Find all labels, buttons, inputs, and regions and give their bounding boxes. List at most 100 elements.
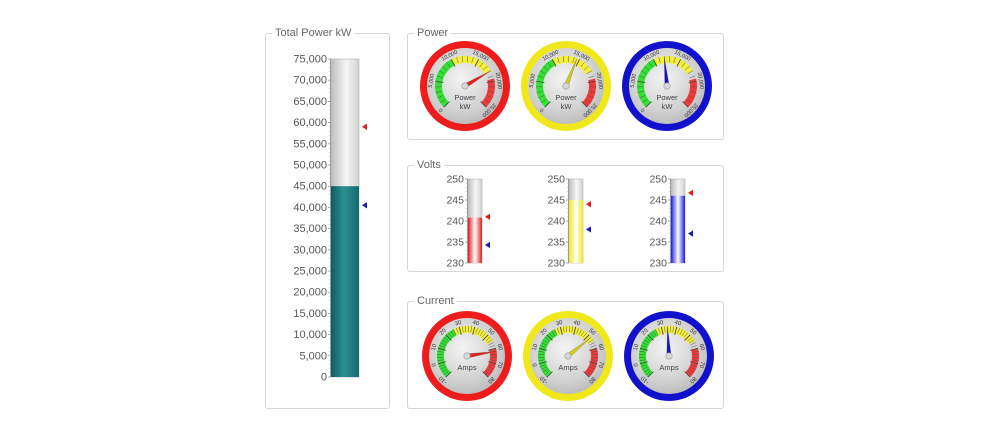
current-gauge-1-minor-tick	[489, 345, 496, 348]
volts-gauge-3-tick-label: 235	[649, 237, 667, 249]
current-gauge-3-minor-tick	[691, 345, 698, 348]
power-gauge-1-major-tick	[474, 59, 480, 67]
current-gauge-1-minor-tick	[456, 327, 459, 334]
power-gauge-3-caption: kW	[662, 102, 674, 111]
power-gauge-2-minor-tick	[583, 65, 589, 71]
power-gauge-1-minor-tick	[467, 56, 469, 63]
current-gauge-3-major-tick	[684, 371, 691, 378]
power-gauge-2-minor-tick	[587, 95, 594, 99]
power-gauge-1-minor-tick	[440, 99, 446, 104]
current-gauge-3-minor-tick	[689, 339, 695, 344]
current-gauge-1-tick-label: 0	[431, 362, 438, 367]
current-gauge-2-minor-tick	[538, 351, 545, 353]
current-gauge-3-minor-tick	[690, 342, 696, 346]
current-gauge-1-tick-label: 40	[472, 320, 480, 327]
power-gauge-2-tick-label: 20,000	[595, 72, 604, 90]
current-gauge-3-minor-tick	[645, 370, 651, 376]
power-gauge-2-minor-tick	[543, 65, 549, 71]
current-gauge-2-hub	[564, 352, 572, 360]
current-gauge-1-minor-tick	[447, 332, 453, 338]
volts-gauge-3-fill	[671, 195, 685, 263]
volts-gauge-3-tick-label: 240	[649, 216, 667, 228]
current-gauge-2-minor-tick	[538, 359, 545, 361]
total-power-gauge-tick-label: 75,000	[293, 54, 327, 66]
current-gauge-3-major-tick	[647, 334, 654, 341]
current-gauge-2-minor-tick	[542, 339, 548, 344]
power-gauge-1-minor-tick	[442, 65, 448, 71]
current-gauge-3-minor-tick	[679, 329, 683, 335]
current-gauge-1-major-tick	[488, 361, 497, 365]
current-gauge-1-tick-label: 80	[486, 375, 495, 384]
current-gauge-1-minor-tick	[488, 366, 494, 370]
current-gauge-3-minor-tick	[643, 368, 649, 373]
current-gauge-3-major-tick	[647, 371, 654, 378]
current-gauge-1-minor-tick	[441, 368, 447, 373]
current-gauge-3-minor-tick	[664, 326, 666, 333]
volts-gauge-3-marker-0	[688, 189, 693, 197]
current-gauge-3-minor-tick	[643, 339, 649, 344]
power-gauge-2-major-tick	[544, 101, 551, 108]
power-gauge-3-minor-tick	[669, 56, 671, 63]
current-gauge-2-minor-tick	[544, 336, 550, 342]
power-gauge-3-minor-tick	[639, 95, 646, 99]
power-gauge-3-tick-label: 0	[640, 106, 646, 112]
current-gauge-3-major-tick	[690, 361, 699, 365]
total-power-gauge-tick-label: 25,000	[293, 266, 327, 278]
volts-gauge-3: 250 245 240 235 230	[649, 174, 693, 270]
current-gauge-2-tick-label: -10	[539, 375, 549, 385]
current-gauge-3-hub	[665, 352, 673, 360]
power-gauge-1-minor-tick	[446, 62, 451, 68]
volts-gauge-2-marker-1	[586, 226, 591, 233]
total-power-gauge-tick-label: 10,000	[293, 329, 327, 341]
volts-gauge-3-marker-1	[688, 230, 693, 237]
current-gauge-1-major-tick	[437, 347, 446, 351]
power-gauge-2-minor-tick	[540, 70, 546, 74]
volts-gauge-2: 250 245 240 235 230	[547, 174, 591, 270]
power-gauge-1-minor-tick	[439, 70, 445, 74]
power-panel: Power	[407, 26, 724, 140]
current-gauge-3-minor-tick	[645, 336, 651, 342]
total-power-gauge-tick-label: 70,000	[293, 75, 327, 87]
power-gauge-3-minor-tick	[673, 57, 676, 64]
current-gauge-2-tick-label: 60	[597, 343, 604, 351]
power-gauge-2-major-tick	[587, 80, 596, 84]
current-gauge-2-minor-tick	[554, 329, 558, 335]
current-gauge-2-minor-tick	[551, 330, 556, 336]
current-gauge-1-minor-tick	[479, 330, 484, 336]
power-gauge-1-hub	[461, 82, 469, 90]
current-gauge-2-minor-tick	[542, 368, 548, 373]
current-gauge-2-tick-label: 30	[555, 320, 563, 327]
current-gauge-3-tick-label: 70	[698, 361, 705, 369]
volts-gauge-1-tick-label: 250	[446, 174, 464, 186]
current-gauge-3-minor-tick	[677, 327, 680, 334]
volts-gauge-2-tick-label: 235	[547, 237, 565, 249]
current-gauge-2-tick-label: 80	[587, 375, 596, 384]
current-gauge-1-major-tick	[472, 326, 476, 335]
current-gauge-2-minor-tick	[539, 345, 546, 348]
current-gauge-1-minor-tick	[485, 336, 491, 342]
power-gauge-3-minor-tick	[686, 99, 692, 104]
power-gauge-3-minor-tick	[681, 62, 686, 68]
volts-gauge-3-tick-label: 250	[649, 174, 667, 186]
power-gauge-3-major-tick	[637, 80, 646, 84]
current-gauge-2-major-tick	[546, 334, 553, 341]
power-gauge-2-major-tick	[551, 59, 557, 67]
current-gauge-2-tick-label: 10	[532, 343, 539, 351]
current-gauge-3-minor-tick	[655, 329, 659, 335]
total-power-gauge-tick-label: 50,000	[293, 160, 327, 172]
current-gauge-3-minor-tick	[640, 345, 647, 348]
volts-gauge-1-marker-1	[485, 241, 490, 249]
current-gauge-1-major-tick	[437, 361, 446, 365]
current-gauge-3-minor-tick	[683, 332, 689, 338]
current-gauge-3-tick-label: 20	[641, 328, 650, 337]
power-gauge-2-minor-tick	[547, 62, 552, 68]
power-gauge-3-major-tick	[688, 80, 697, 84]
current-gauge-3-tick-label: 30	[656, 320, 664, 327]
total-power-panel: Total Power kW	[265, 26, 390, 409]
power-gauge-2-minor-tick	[588, 75, 595, 79]
current-gauge-2-minor-tick	[582, 332, 588, 338]
current-gauge-1-minor-tick	[481, 332, 487, 338]
